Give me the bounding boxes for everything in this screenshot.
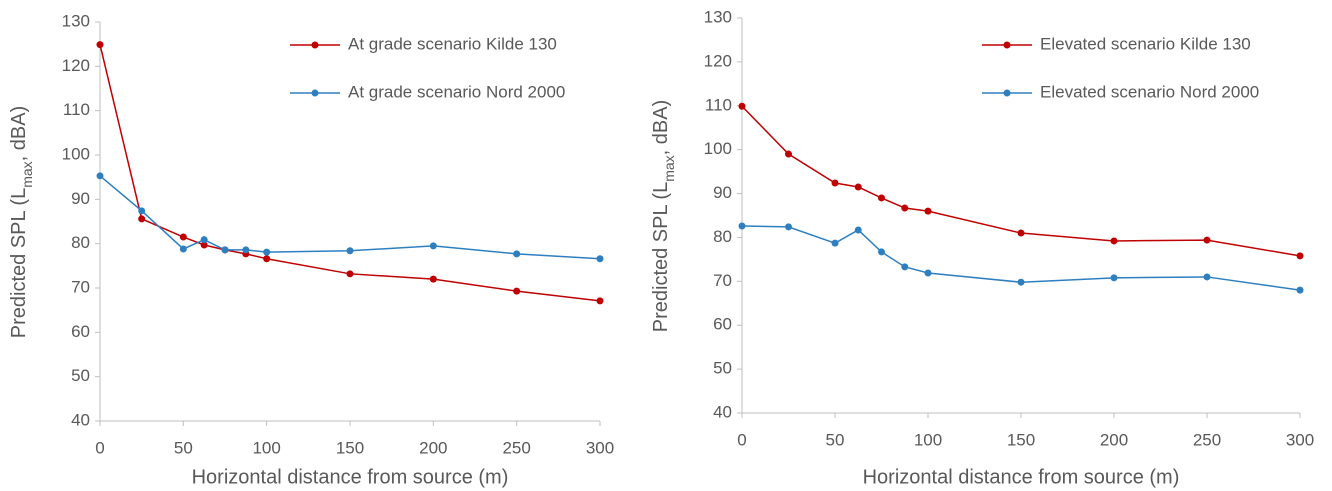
y-tick-label: 70 — [71, 277, 90, 296]
x-tick-label: 0 — [95, 438, 104, 457]
data-point — [1110, 274, 1118, 282]
y-tick-label: 130 — [704, 7, 732, 26]
legend-marker — [1003, 89, 1011, 97]
data-point — [1296, 252, 1304, 260]
y-tick-label: 70 — [713, 271, 732, 290]
y-tick-label: 60 — [71, 322, 90, 341]
data-point — [179, 245, 187, 253]
data-point — [1017, 278, 1025, 286]
y-axis-title-part: Predicted SPL (L — [8, 188, 30, 338]
y-tick-label: 50 — [713, 359, 732, 378]
y-tick-label: 110 — [705, 95, 732, 114]
x-tick-label: 250 — [1193, 430, 1221, 449]
data-point — [596, 297, 604, 305]
data-point — [429, 275, 437, 283]
data-point — [221, 246, 229, 254]
y-axis-title-part: max — [661, 155, 677, 181]
y-axis-title: Predicted SPL (Lmax, dBA) — [650, 100, 676, 332]
x-tick-label: 150 — [336, 438, 364, 457]
y-tick-label: 90 — [71, 189, 90, 208]
data-point — [924, 269, 932, 277]
chart: 40 50 60 70 80 90 100 110 120 130 0 50 100 150 200 250 3… — [650, 7, 1314, 488]
y-tick-label: 40 — [713, 402, 732, 421]
data-point — [96, 172, 104, 180]
y-tick-label: 90 — [713, 183, 732, 202]
data-point — [738, 102, 746, 110]
y-tick-label: 40 — [71, 410, 90, 429]
legend-marker — [311, 89, 319, 97]
data-point — [878, 248, 885, 256]
x-tick-label: 0 — [737, 430, 746, 449]
x-tick-label: 150 — [1007, 430, 1035, 449]
x-tick-label: 100 — [252, 438, 280, 457]
y-tick-label: 110 — [63, 100, 90, 119]
x-tick-label: 200 — [419, 438, 447, 457]
data-point — [513, 250, 521, 258]
y-axis-title: Predicted SPL (Lmax, dBA) — [8, 106, 34, 338]
x-tick-label: 200 — [1100, 430, 1128, 449]
data-point — [901, 263, 909, 271]
data-point — [1203, 273, 1211, 281]
y-tick-label: 130 — [62, 11, 90, 30]
data-point — [831, 179, 839, 187]
x-axis-title: Horizontal distance from source (m) — [192, 466, 509, 488]
y-tick-label: 120 — [62, 56, 90, 75]
data-point — [596, 255, 604, 263]
y-tick-label: 100 — [62, 144, 90, 163]
x-tick-label: 300 — [586, 438, 614, 457]
legend-marker — [311, 41, 319, 49]
data-point — [200, 241, 208, 249]
x-axis-title: Horizontal distance from source (m) — [863, 466, 1180, 488]
data-point — [785, 223, 792, 231]
data-point — [346, 247, 354, 255]
y-tick-label: 120 — [704, 51, 732, 70]
data-point — [854, 183, 862, 191]
data-point — [200, 236, 208, 244]
data-point — [785, 150, 792, 158]
legend-label: Elevated scenario Kilde 130 — [1040, 34, 1251, 53]
data-point — [1296, 286, 1304, 294]
data-point — [901, 204, 909, 212]
data-point — [924, 207, 932, 215]
y-tick-label: 100 — [704, 139, 732, 158]
series-line — [99, 175, 601, 260]
data-point — [242, 246, 250, 254]
data-point — [138, 207, 146, 215]
legend-label: At grade scenario Nord 2000 — [348, 82, 565, 101]
data-point — [429, 242, 437, 250]
chart: 40 50 60 70 80 90 100 110 120 130 0 50 100 150 200 250 3… — [8, 11, 614, 488]
y-axis-title-part: , dBA) — [650, 100, 672, 156]
y-axis-title-part: Predicted SPL (L — [650, 182, 672, 332]
data-point — [138, 215, 146, 223]
x-tick-label: 250 — [502, 438, 530, 457]
data-point — [263, 248, 271, 256]
x-tick-label: 300 — [1286, 430, 1314, 449]
data-point — [1110, 237, 1118, 245]
data-point — [179, 233, 187, 241]
legend-label: Elevated scenario Nord 2000 — [1040, 82, 1259, 101]
legend-label: At grade scenario Kilde 130 — [348, 34, 557, 53]
y-tick-label: 80 — [71, 233, 90, 252]
x-tick-label: 100 — [914, 430, 942, 449]
data-point — [263, 255, 271, 263]
data-point — [831, 239, 839, 247]
legend-marker — [1003, 41, 1011, 49]
y-axis-title-part: , dBA) — [8, 106, 30, 162]
y-tick-label: 60 — [713, 315, 732, 334]
y-tick-label: 50 — [71, 366, 90, 385]
data-point — [96, 41, 104, 49]
data-point — [1017, 229, 1025, 237]
data-point — [513, 287, 521, 295]
data-point — [1203, 236, 1211, 244]
x-tick-label: 50 — [174, 438, 193, 457]
y-tick-label: 80 — [713, 227, 732, 246]
data-point — [878, 194, 885, 202]
y-axis-title-part: max — [19, 161, 35, 187]
x-tick-label: 50 — [826, 430, 845, 449]
data-point — [346, 270, 354, 278]
data-point — [854, 226, 862, 234]
data-point — [738, 222, 746, 230]
